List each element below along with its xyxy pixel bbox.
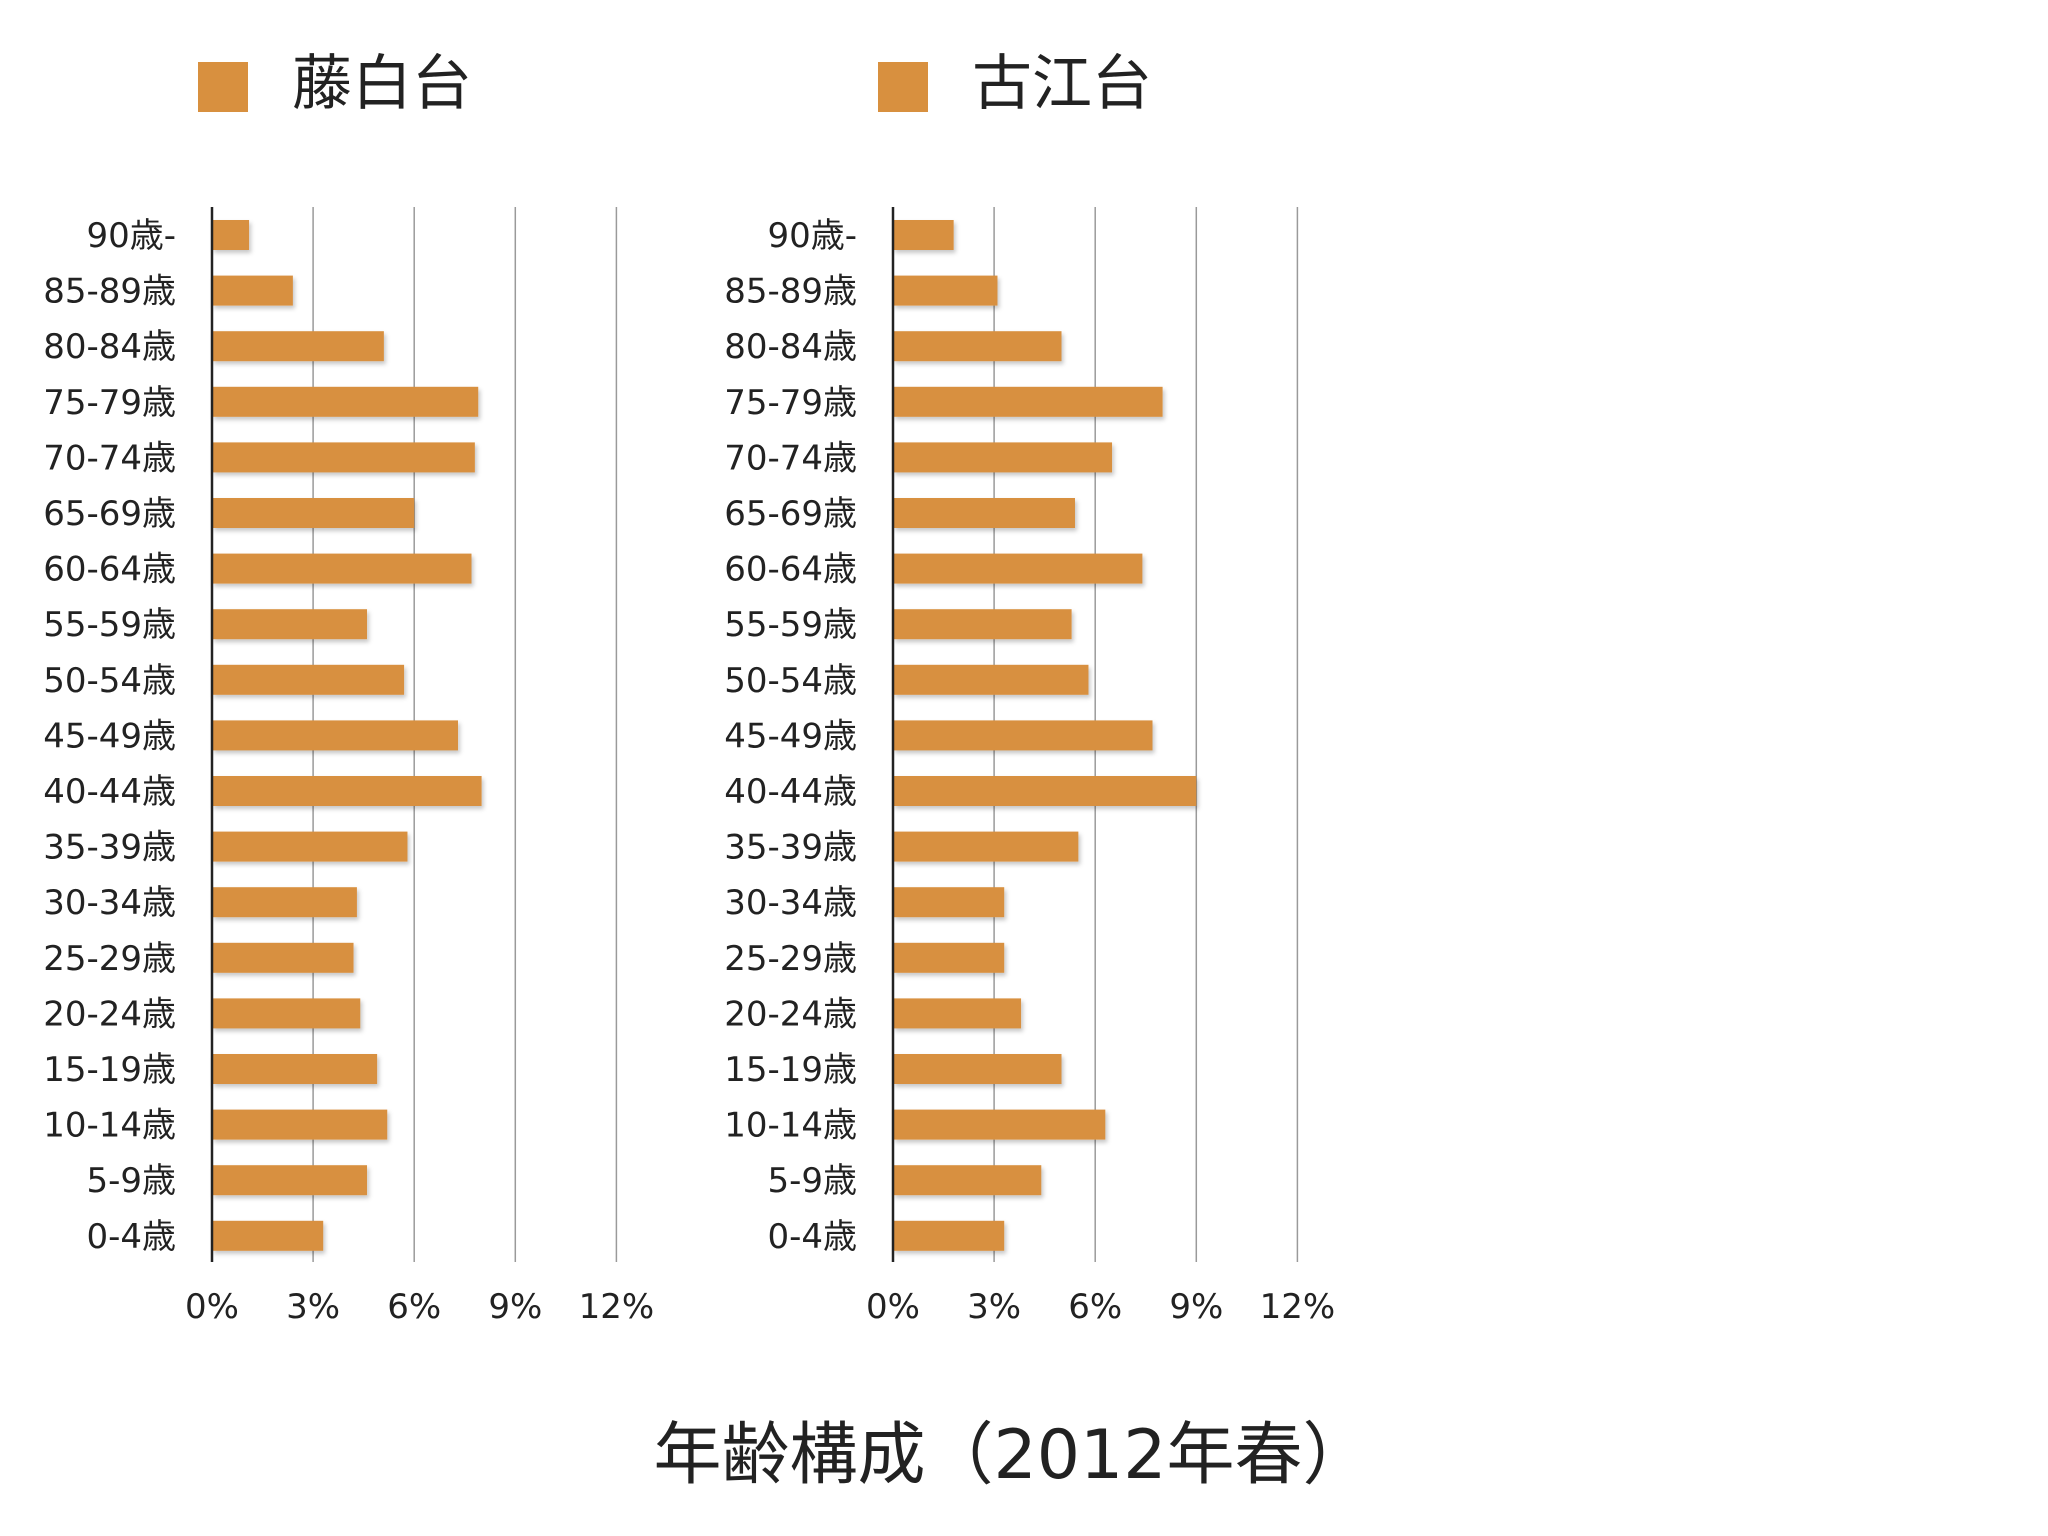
bar — [893, 498, 1075, 528]
bar — [212, 442, 475, 473]
bar — [212, 887, 357, 918]
legend-label: 藤白台 — [292, 49, 472, 119]
category-label: 0-4歳 — [86, 1217, 176, 1257]
bar — [212, 776, 482, 806]
x-tick-label: 12% — [1260, 1287, 1336, 1327]
chart-panel-1: 藤白台 0% 3% 6% 9% 12% 90歳- 85-89歳 80-84歳 75-79歳 70-7… — [43, 49, 654, 1327]
x-tick-label: 0% — [866, 1287, 920, 1327]
category-label: 5-9歳 — [767, 1161, 857, 1201]
x-tick-label: 0% — [185, 1287, 239, 1327]
category-label: 35-39歳 — [43, 828, 176, 868]
legend-label: 古江台 — [972, 49, 1152, 119]
bar — [212, 331, 384, 362]
bar — [893, 1109, 1106, 1140]
bar — [893, 386, 1163, 417]
category-label: 10-14歳 — [724, 1106, 857, 1146]
category-label: 90歳- — [767, 216, 857, 256]
bar — [893, 664, 1089, 695]
category-label: 80-84歳 — [43, 327, 176, 367]
chart-panel-2: 古江台 0% 3% 6% 9% 12% 90歳- 85-89歳 80-84歳 75-79歳 70-7… — [724, 49, 1335, 1327]
bar — [893, 720, 1153, 751]
category-label: 65-69歳 — [43, 494, 176, 534]
bar — [893, 776, 1197, 806]
bar — [212, 609, 368, 640]
legend-swatch — [198, 62, 248, 112]
x-tick-label: 3% — [967, 1287, 1021, 1327]
x-tick-label: 12% — [579, 1287, 655, 1327]
category-label: 85-89歳 — [724, 272, 857, 312]
bar — [212, 831, 408, 862]
bar — [893, 442, 1113, 473]
bar — [893, 331, 1062, 362]
bar — [893, 1165, 1042, 1196]
bar — [212, 275, 293, 306]
category-label: 75-79歳 — [43, 383, 176, 423]
bar — [893, 998, 1022, 1029]
legend-swatch — [878, 62, 928, 112]
category-label: 55-59歳 — [43, 605, 176, 645]
x-tick-label: 9% — [488, 1287, 542, 1327]
category-label: 5-9歳 — [86, 1161, 176, 1201]
chart-panels: 藤白台 0% 3% 6% 9% 12% 90歳- 85-89歳 80-84歳 75-79歳 70-7… — [43, 49, 1335, 1327]
legend: 藤白台 — [198, 49, 472, 119]
category-label: 80-84歳 — [724, 327, 857, 367]
category-label: 15-19歳 — [724, 1050, 857, 1090]
bar — [893, 831, 1079, 862]
x-tick-label: 6% — [387, 1287, 441, 1327]
category-label: 50-54歳 — [43, 661, 176, 701]
bar — [893, 553, 1143, 584]
bar — [212, 1054, 378, 1084]
category-label: 45-49歳 — [724, 716, 857, 756]
category-label: 65-69歳 — [724, 494, 857, 534]
bar — [212, 220, 250, 250]
x-tick-label: 9% — [1169, 1287, 1223, 1327]
category-label: 70-74歳 — [43, 438, 176, 478]
category-label: 45-49歳 — [43, 716, 176, 756]
category-label: 60-64歳 — [43, 550, 176, 590]
category-label: 60-64歳 — [724, 550, 857, 590]
footer-title: 年齢構成（2012年春） — [653, 1416, 1370, 1495]
bar — [212, 386, 479, 417]
bar — [893, 887, 1005, 918]
category-label: 25-29歳 — [43, 939, 176, 979]
bar — [212, 553, 472, 584]
bar — [893, 942, 1005, 973]
legend: 古江台 — [878, 49, 1152, 119]
category-label: 85-89歳 — [43, 272, 176, 312]
category-label: 0-4歳 — [767, 1217, 857, 1257]
category-label: 75-79歳 — [724, 383, 857, 423]
category-label: 30-34歳 — [724, 883, 857, 923]
x-tick-label: 3% — [286, 1287, 340, 1327]
bar — [893, 275, 998, 306]
bar — [893, 1054, 1062, 1084]
category-label: 20-24歳 — [43, 994, 176, 1034]
category-label: 50-54歳 — [724, 661, 857, 701]
bar — [212, 720, 459, 751]
category-label: 10-14歳 — [43, 1106, 176, 1146]
category-label: 35-39歳 — [724, 828, 857, 868]
category-label: 70-74歳 — [724, 438, 857, 478]
category-label: 25-29歳 — [724, 939, 857, 979]
category-label: 20-24歳 — [724, 994, 857, 1034]
category-label: 40-44歳 — [724, 772, 857, 812]
category-label: 55-59歳 — [724, 605, 857, 645]
x-tick-label: 6% — [1068, 1287, 1122, 1327]
bar — [212, 498, 415, 528]
bar — [212, 942, 354, 973]
bar — [212, 1165, 368, 1196]
category-label: 30-34歳 — [43, 883, 176, 923]
category-label: 15-19歳 — [43, 1050, 176, 1090]
bar — [212, 1220, 324, 1251]
category-label: 40-44歳 — [43, 772, 176, 812]
bar — [893, 220, 954, 250]
bar — [893, 609, 1072, 640]
category-label: 90歳- — [86, 216, 176, 256]
bar — [893, 1220, 1005, 1251]
bar — [212, 1109, 388, 1140]
bar — [212, 664, 405, 695]
bar — [212, 998, 361, 1029]
